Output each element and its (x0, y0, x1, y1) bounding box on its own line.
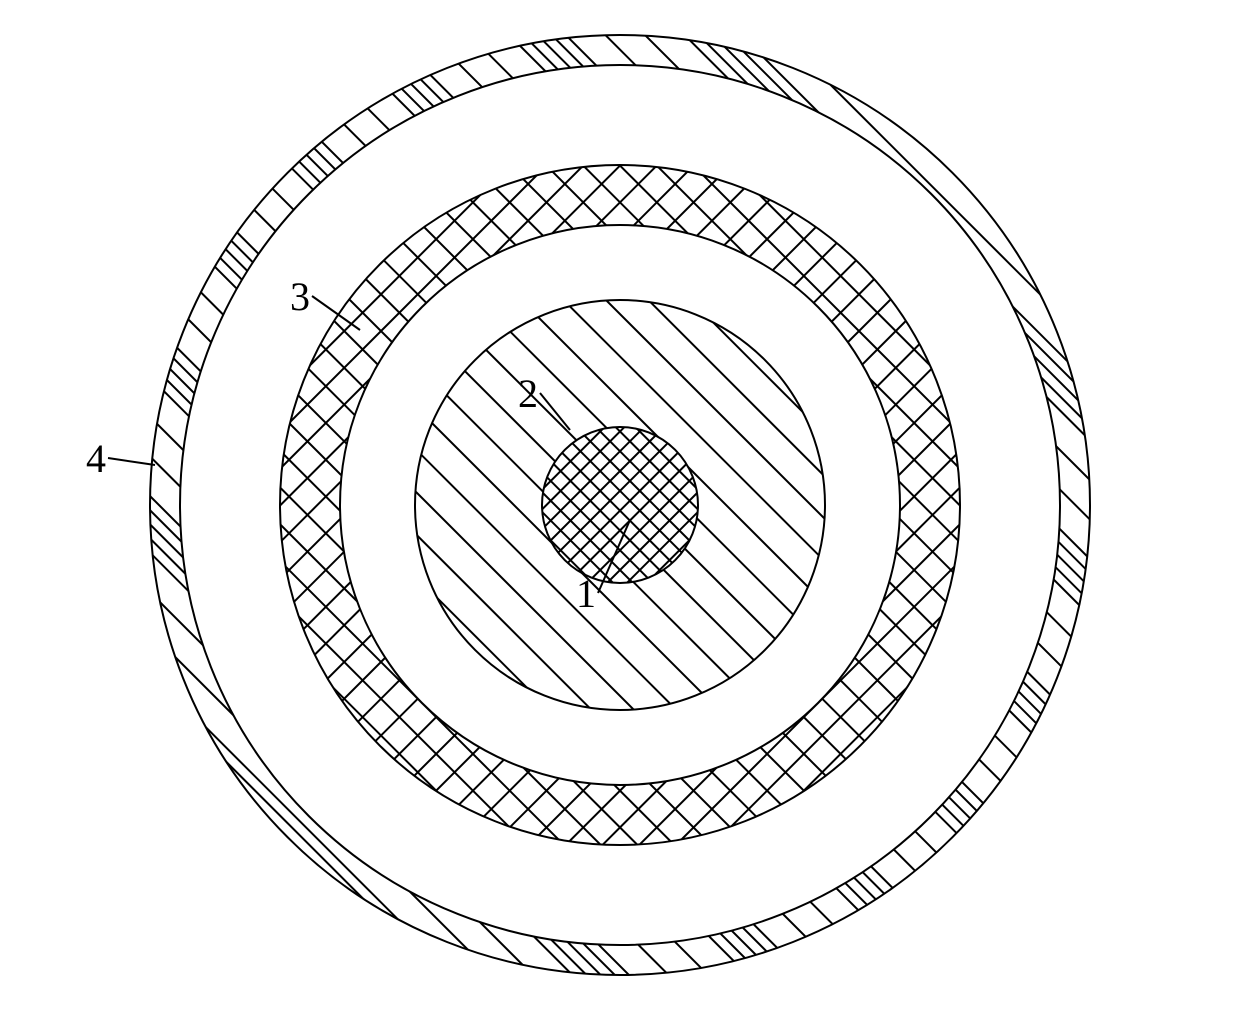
callout-label-3: 3 (290, 274, 310, 319)
leader-4 (108, 458, 155, 465)
callout-label-2: 2 (518, 371, 538, 416)
cross-section-diagram: 1 2 3 4 (0, 0, 1236, 1011)
callout-label-4: 4 (86, 436, 106, 481)
callout-label-1: 1 (576, 571, 596, 616)
